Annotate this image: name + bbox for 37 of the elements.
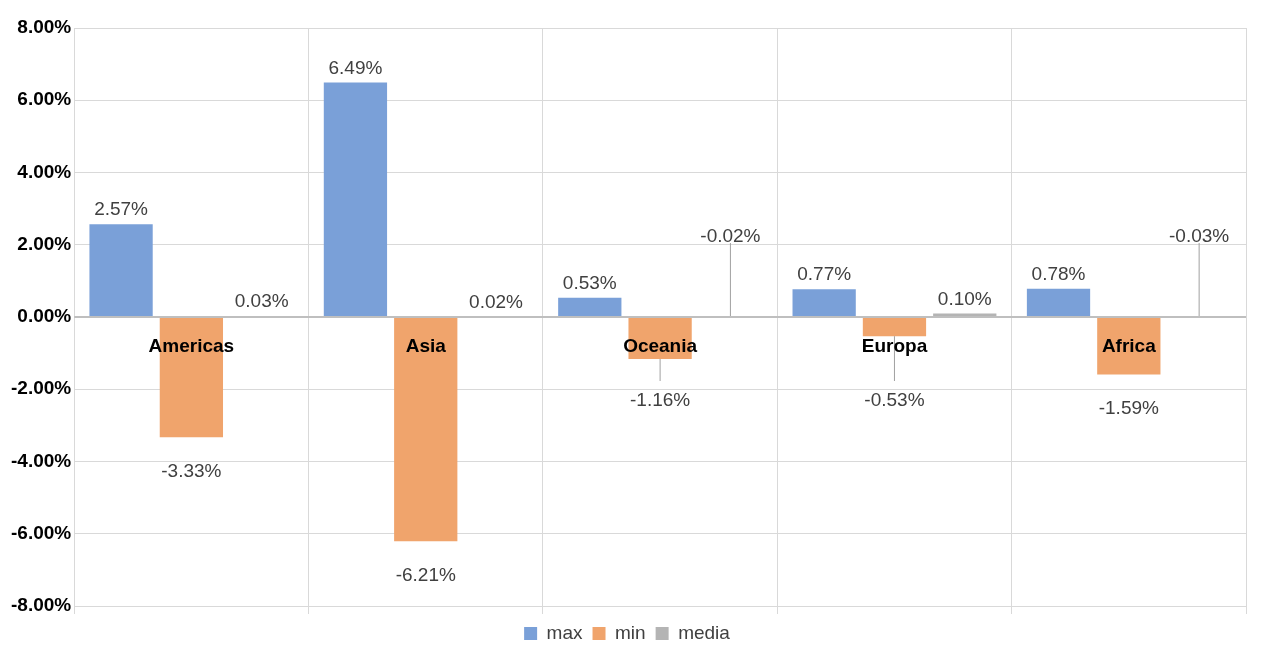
y-tick-label: -2.00% [11, 377, 72, 399]
legend-label: max [546, 621, 584, 643]
bar [558, 297, 622, 317]
bar [323, 82, 388, 317]
y-tick-label: -8.00% [11, 594, 72, 616]
data-label: -3.33% [161, 459, 222, 481]
bar [792, 289, 856, 317]
y-tick-label: 8.00% [17, 16, 72, 38]
data-label: -1.59% [1098, 396, 1160, 418]
data-label: 0.77% [797, 263, 852, 285]
y-tick-label: -4.00% [11, 449, 72, 471]
x-tick-label: Europa [861, 334, 928, 356]
y-tick-label: 0.00% [17, 305, 72, 327]
y-tick-label: 2.00% [17, 232, 72, 254]
bar [862, 317, 927, 337]
data-label: 0.53% [562, 272, 617, 294]
y-tick-label: 4.00% [17, 160, 72, 182]
y-tick-label: 6.00% [17, 88, 72, 110]
data-label: -0.02% [700, 225, 761, 247]
data-label: 2.57% [94, 198, 149, 220]
data-label: -1.16% [630, 389, 691, 411]
data-label: 6.49% [328, 56, 383, 78]
data-label: -0.53% [864, 389, 925, 411]
bar [89, 224, 153, 317]
data-label: -6.21% [395, 563, 456, 585]
x-tick-label: Africa [1101, 334, 1157, 356]
legend-label: min [615, 621, 646, 643]
y-tick-label: -6.00% [11, 521, 72, 543]
legend-label: media [678, 621, 731, 643]
x-tick-label: Asia [405, 334, 447, 356]
data-label: 0.03% [234, 290, 289, 312]
data-label: 0.78% [1031, 263, 1086, 285]
data-label: 0.02% [469, 290, 524, 312]
data-label: 0.10% [937, 287, 992, 309]
bar [394, 317, 458, 542]
bar [1026, 288, 1091, 317]
data-label: -0.03% [1169, 225, 1230, 247]
